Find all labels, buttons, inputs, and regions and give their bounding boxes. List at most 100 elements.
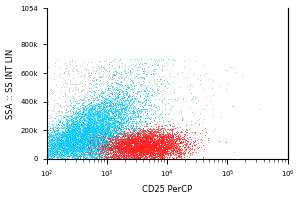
Point: [123, 148, 128, 151]
Point: [142, 144, 146, 147]
Point: [94, 129, 99, 133]
Point: [85, 128, 90, 131]
Point: [143, 98, 148, 101]
Point: [61, 133, 66, 137]
Point: [56, 128, 61, 131]
Point: [44, 152, 49, 155]
Point: [156, 137, 161, 140]
Point: [65, 109, 70, 112]
Point: [95, 134, 100, 138]
Point: [44, 151, 49, 154]
Point: [66, 121, 70, 124]
Point: [87, 114, 92, 118]
Point: [165, 127, 170, 131]
Point: [185, 137, 190, 141]
Point: [86, 130, 91, 134]
Point: [58, 124, 63, 127]
Point: [46, 155, 51, 158]
Point: [130, 112, 135, 115]
Point: [86, 120, 91, 123]
Point: [160, 142, 165, 145]
Point: [155, 151, 160, 154]
Point: [72, 149, 77, 152]
Point: [160, 59, 165, 62]
Point: [145, 153, 150, 156]
Point: [97, 108, 102, 111]
Point: [132, 135, 137, 138]
Point: [148, 136, 153, 139]
Point: [121, 157, 126, 160]
Point: [104, 111, 109, 114]
Point: [74, 116, 79, 119]
Point: [150, 137, 154, 140]
Point: [136, 140, 141, 144]
Point: [138, 151, 143, 154]
Point: [141, 141, 146, 145]
Point: [154, 155, 158, 158]
Point: [89, 128, 94, 131]
Point: [53, 138, 58, 142]
Point: [148, 100, 152, 103]
Point: [140, 79, 145, 82]
Point: [52, 156, 57, 159]
Point: [80, 109, 85, 112]
Point: [133, 142, 138, 145]
Point: [61, 142, 65, 145]
Point: [164, 131, 169, 134]
Point: [118, 82, 123, 85]
Point: [84, 157, 89, 160]
Point: [103, 102, 108, 105]
Point: [92, 93, 97, 96]
Point: [98, 128, 103, 132]
Point: [53, 140, 58, 143]
Point: [89, 125, 94, 129]
Point: [76, 157, 81, 160]
Point: [59, 141, 64, 144]
Point: [141, 153, 146, 156]
Point: [163, 107, 168, 110]
Point: [146, 157, 151, 160]
Point: [100, 142, 105, 145]
Point: [175, 147, 180, 150]
Point: [44, 147, 49, 150]
Point: [72, 134, 77, 137]
Point: [68, 141, 72, 144]
Point: [100, 117, 104, 120]
Point: [79, 136, 83, 139]
Point: [59, 157, 64, 160]
Point: [133, 150, 137, 153]
Point: [79, 138, 83, 141]
Point: [128, 150, 133, 153]
Point: [77, 144, 82, 147]
Point: [80, 122, 85, 126]
Point: [127, 125, 132, 128]
Point: [71, 106, 76, 109]
Point: [131, 134, 136, 137]
Point: [118, 134, 123, 137]
Point: [85, 151, 90, 154]
Point: [101, 104, 106, 107]
Point: [177, 137, 182, 140]
Point: [50, 135, 55, 138]
Point: [127, 140, 131, 143]
Point: [119, 139, 124, 143]
Point: [154, 134, 159, 137]
Point: [119, 143, 124, 146]
Point: [85, 143, 90, 146]
Point: [144, 122, 148, 126]
Point: [61, 123, 66, 126]
Point: [93, 147, 98, 151]
Point: [134, 74, 138, 77]
Point: [146, 94, 151, 98]
Point: [92, 120, 96, 123]
Point: [78, 144, 82, 147]
Point: [107, 102, 112, 105]
Point: [139, 139, 144, 142]
Point: [136, 134, 141, 138]
Point: [148, 153, 153, 157]
Point: [108, 157, 112, 160]
Point: [142, 135, 146, 138]
Point: [46, 135, 51, 138]
Point: [80, 138, 84, 142]
Point: [144, 150, 149, 153]
